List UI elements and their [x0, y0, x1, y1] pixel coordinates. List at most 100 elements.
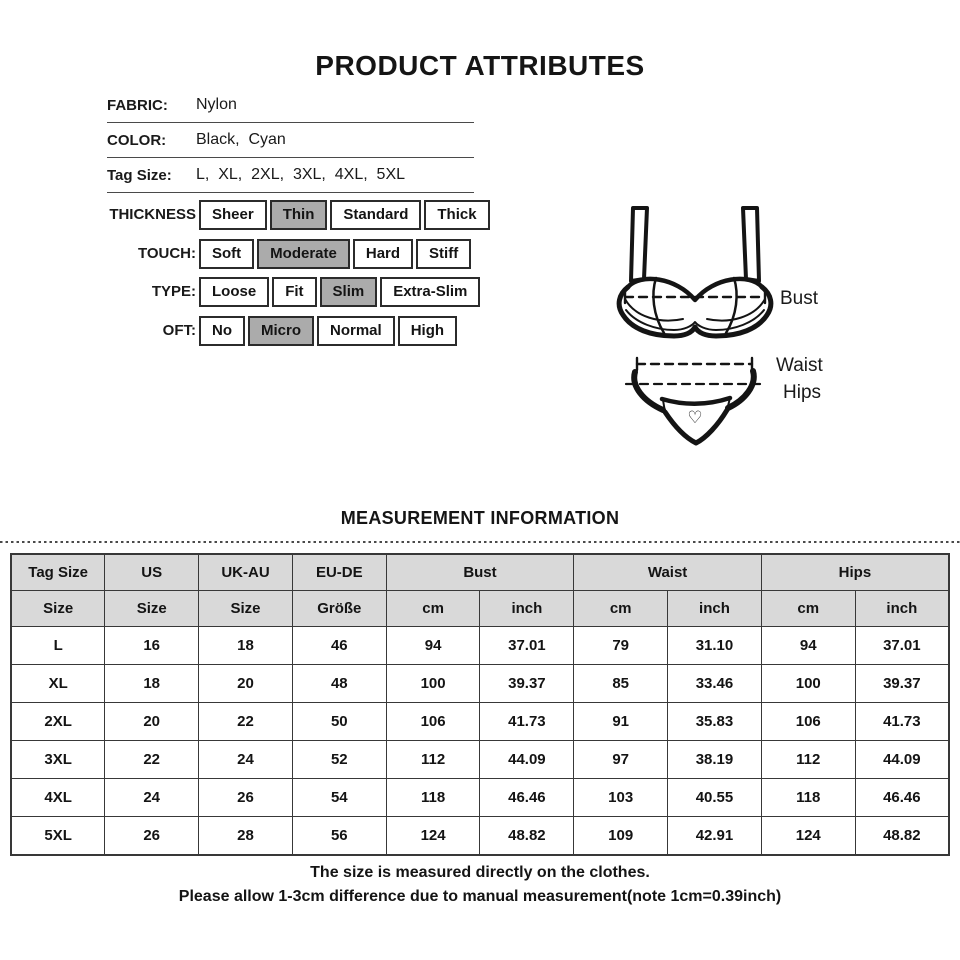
option-thin-selected[interactable]: Thin [269, 200, 328, 230]
table-cell: 103 [573, 778, 669, 817]
color-label: COLOR: [107, 131, 167, 149]
color-value: Black, Cyan [196, 131, 286, 148]
table-cell: 97 [573, 740, 669, 779]
option-thick[interactable]: Thick [424, 200, 490, 230]
subcol-inch: inch [854, 590, 950, 627]
option-soft[interactable]: Soft [199, 238, 255, 269]
row-size-label: 3XL [10, 740, 106, 779]
option-high[interactable]: High [397, 315, 458, 346]
table-cell: 56 [291, 816, 387, 856]
row-size-label: 5XL [10, 816, 106, 856]
col-hips: Hips [760, 553, 950, 591]
option-row-touch: TOUCH: Soft Moderate Hard Stiff [95, 238, 490, 269]
table-cell: 118 [760, 778, 856, 817]
table-cell: 94 [760, 626, 856, 665]
table-cell: 79 [573, 626, 669, 665]
table-cell: 42.91 [667, 816, 762, 856]
table-cell: 39.37 [479, 664, 575, 703]
subcol-size: Size [10, 590, 106, 627]
col-waist: Waist [573, 553, 762, 591]
option-stiff[interactable]: Stiff [416, 238, 472, 269]
table-cell: 20 [198, 664, 293, 703]
bra-illustration [616, 206, 774, 339]
section-title: MEASUREMENT INFORMATION [340, 508, 620, 528]
table-cell: 85 [573, 664, 669, 703]
table-row-3xl: 3XL 22 24 52 112 44.09 97 38.19 112 44.0… [10, 740, 950, 779]
table-cell: 48 [291, 664, 387, 703]
hips-figure-label: Hips [783, 382, 822, 403]
table-cell: 39.37 [854, 664, 950, 703]
table-cell: 18 [104, 664, 200, 703]
option-hard[interactable]: Hard [352, 238, 414, 269]
table-cell: 33.46 [667, 664, 762, 703]
option-moderate-selected[interactable]: Moderate [257, 238, 350, 269]
table-row-l: L 16 18 46 94 37.01 79 31.10 94 37.01 [10, 626, 950, 665]
table-row-4xl: 4XL 24 26 54 118 46.46 103 40.55 118 46.… [10, 778, 950, 817]
table-cell: 112 [385, 740, 481, 779]
option-standard[interactable]: Standard [330, 200, 422, 230]
fabric-label: FABRIC: [107, 96, 168, 114]
size-guide-figure: ♡ [616, 206, 774, 446]
subcol-cm: cm [760, 590, 856, 627]
option-normal[interactable]: Normal [317, 315, 395, 346]
table-cell: 28 [198, 816, 293, 856]
option-row-thickness: THICKNESS Sheer Thin Standard Thick [95, 200, 490, 230]
table-cell: 18 [198, 626, 293, 665]
measurement-notes: The size is measured directly on the clo… [0, 861, 960, 909]
bust-figure-label: Bust [780, 288, 819, 309]
table-cell: 41.73 [854, 702, 950, 741]
option-fit[interactable]: Fit [272, 277, 317, 307]
table-cell: 48.82 [854, 816, 950, 856]
table-cell: 100 [760, 664, 856, 703]
row-size-label: 2XL [10, 702, 106, 741]
table-cell: 22 [104, 740, 200, 779]
table-cell: 112 [760, 740, 856, 779]
measurement-table: Tag Size US UK-AU EU-DE Bust Waist Hips … [10, 553, 950, 856]
subcol-cm: cm [573, 590, 669, 627]
table-cell: 124 [760, 816, 856, 856]
table-header-row-2: Size Size Size Größe cm inch cm inch cm … [10, 590, 950, 627]
subcol-groesse: Größe [291, 590, 387, 627]
table-cell: 37.01 [854, 626, 950, 665]
option-no[interactable]: No [199, 315, 245, 346]
type-label: TYPE: [151, 283, 196, 300]
col-eu-de: EU-DE [291, 553, 387, 591]
row-size-label: L [10, 626, 106, 665]
fabric-value: Nylon [196, 96, 237, 113]
heart-icon: ♡ [687, 408, 702, 427]
row-size-label: XL [10, 664, 106, 703]
table-cell: 54 [291, 778, 387, 817]
table-cell: 46 [291, 626, 387, 665]
table-header-row-1: Tag Size US UK-AU EU-DE Bust Waist Hips [10, 553, 950, 591]
table-cell: 44.09 [479, 740, 575, 779]
row-size-label: 4XL [10, 778, 106, 817]
option-extra-slim[interactable]: Extra-Slim [380, 277, 481, 307]
table-cell: 94 [385, 626, 481, 665]
subcol-cm: cm [385, 590, 481, 627]
table-cell: 37.01 [479, 626, 575, 665]
option-sheer[interactable]: Sheer [199, 200, 267, 230]
table-cell: 50 [291, 702, 387, 741]
option-micro-selected[interactable]: Micro [248, 315, 315, 346]
attribute-list: FABRIC: Nylon COLOR: Black, Cyan Tag Siz… [107, 88, 474, 193]
option-row-oft: OFT: No Micro Normal High [95, 315, 490, 346]
table-cell: 46.46 [854, 778, 950, 817]
table-cell: 109 [573, 816, 669, 856]
subcol-size: Size [104, 590, 200, 627]
tag-size-value: L, XL, 2XL, 3XL, 4XL, 5XL [196, 166, 406, 183]
attribute-row-fabric: FABRIC: Nylon [107, 88, 474, 123]
table-cell: 26 [104, 816, 200, 856]
option-slim-selected[interactable]: Slim [319, 277, 378, 307]
table-row-5xl: 5XL 26 28 56 124 48.82 109 42.91 124 48.… [10, 816, 950, 856]
option-loose[interactable]: Loose [199, 277, 270, 307]
table-cell: 38.19 [667, 740, 762, 779]
tag-size-label: Tag Size: [107, 166, 172, 184]
table-cell: 118 [385, 778, 481, 817]
table-cell: 22 [198, 702, 293, 741]
dotted-divider [0, 541, 960, 543]
table-cell: 40.55 [667, 778, 762, 817]
table-cell: 106 [760, 702, 856, 741]
table-cell: 24 [104, 778, 200, 817]
attribute-row-tag-size: Tag Size: L, XL, 2XL, 3XL, 4XL, 5XL [107, 158, 474, 193]
table-cell: 41.73 [479, 702, 575, 741]
